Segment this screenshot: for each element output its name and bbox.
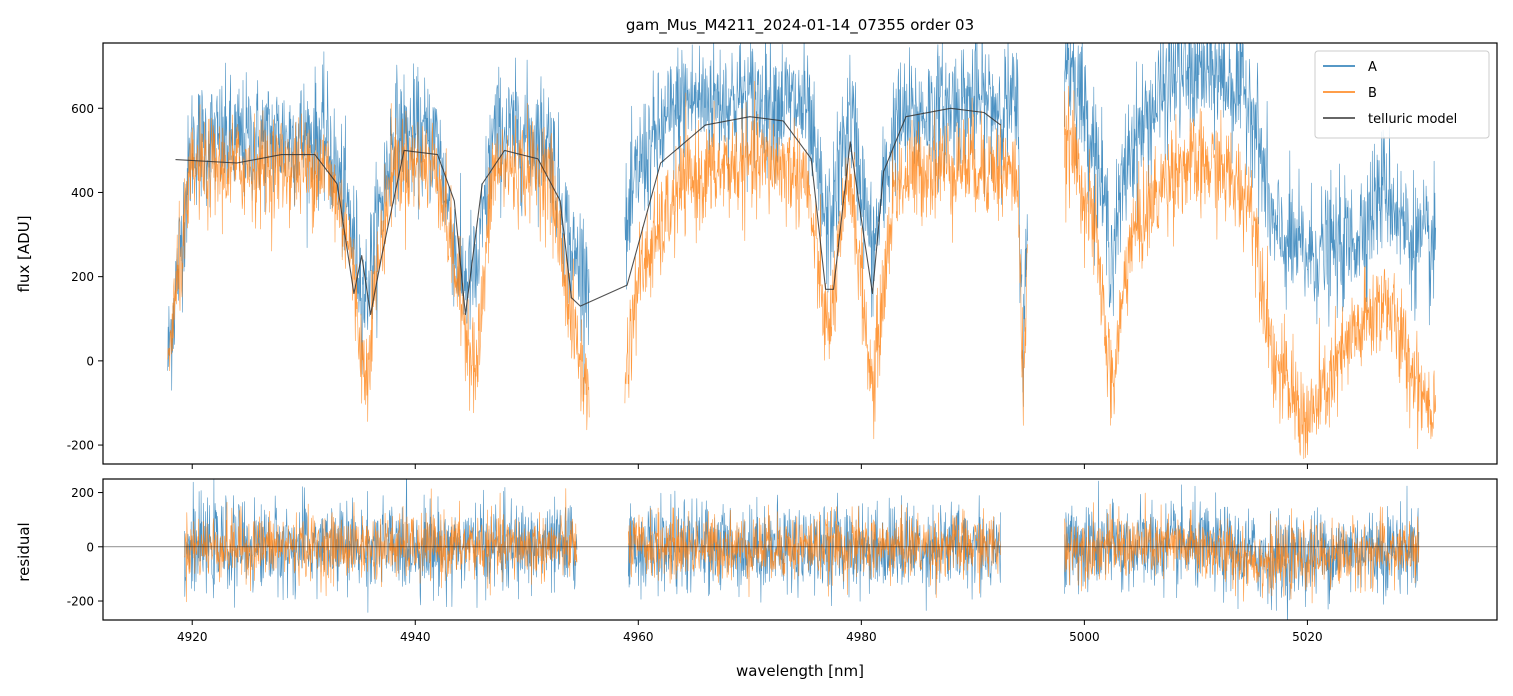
- flux-y-axis-label: flux [ADU]: [15, 215, 33, 292]
- flux-series-telluric-model: [175, 107, 1002, 316]
- legend-label-telluric-model: telluric model: [1368, 112, 1457, 127]
- residual-panel-frame: [102, 478, 1498, 621]
- flux-y-tick-label: 400: [71, 186, 94, 200]
- flux-series-a: [167, 43, 1436, 407]
- flux-y-tick-label: 600: [71, 102, 94, 116]
- flux-y-tick-label: -200: [67, 439, 94, 453]
- legend: A B telluric model: [1314, 50, 1490, 139]
- residual-x-tick-label: 5000: [1069, 630, 1100, 644]
- residual-y-tick-label: -200: [67, 595, 94, 609]
- residual-series-b: [184, 488, 1420, 604]
- residual-y-axis-label: residual: [15, 522, 33, 581]
- legend-label-b: B: [1368, 86, 1377, 101]
- residual-series-group: [184, 479, 1420, 620]
- flux-series-group: [167, 43, 1436, 460]
- flux-panel-frame: [102, 42, 1498, 465]
- residual-y-tick-label: 200: [71, 486, 94, 500]
- chart-title: gam_Mus_M4211_2024-01-14_07355 order 03: [626, 16, 974, 35]
- flux-y-tick-label: 0: [86, 354, 94, 368]
- legend-label-a: A: [1368, 60, 1377, 75]
- residual-y-tick-label: 0: [86, 540, 94, 554]
- residual-panel: -200 0 200 4920 4940 4960 4980 5000 5020 residu…: [15, 478, 1498, 680]
- flux-y-tick-label: 200: [71, 270, 94, 284]
- residual-y-ticks: -200 0 200: [67, 486, 103, 609]
- residual-x-tick-label: 4960: [623, 630, 654, 644]
- flux-panel-background: [103, 43, 1497, 464]
- residual-x-tick-label: 4920: [177, 630, 208, 644]
- residual-x-tick-label: 5020: [1292, 630, 1323, 644]
- residual-x-tick-label: 4980: [846, 630, 877, 644]
- flux-x-ticks: [191, 464, 1308, 469]
- legend-frame: [1314, 50, 1490, 139]
- x-axis-label: wavelength [nm]: [736, 662, 864, 680]
- flux-panel: -200 0 200 400 600 flux [ADU] A B telluric m…: [15, 42, 1498, 469]
- residual-x-tick-label: 4940: [400, 630, 431, 644]
- flux-y-ticks: -200 0 200 400 600: [67, 102, 103, 453]
- flux-series-b: [167, 80, 1436, 460]
- residual-x-ticks: 4920 4940 4960 4980 5000 5020: [177, 620, 1323, 644]
